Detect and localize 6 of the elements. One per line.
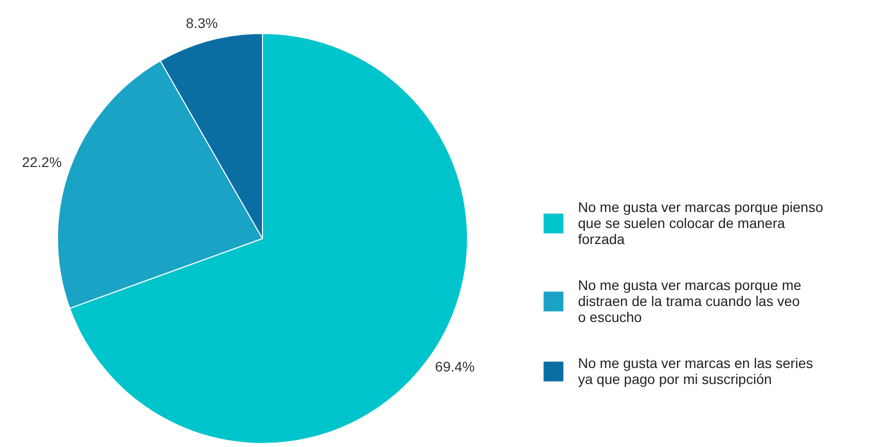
data-label: 69.4% <box>435 358 475 375</box>
legend-label: No me gusta ver marcas en las series ya que pago por mi suscripción <box>578 355 813 387</box>
data-label: 22.2% <box>22 154 62 170</box>
legend-label: No me gusta ver marcas porque me distraen de la trama cuando las veo o escucho <box>578 277 802 325</box>
data-label: 8.3% <box>186 15 218 32</box>
legend-label: No me gusta ver marcas porque pienso que se suelen colocar de manera forzada <box>578 199 824 247</box>
